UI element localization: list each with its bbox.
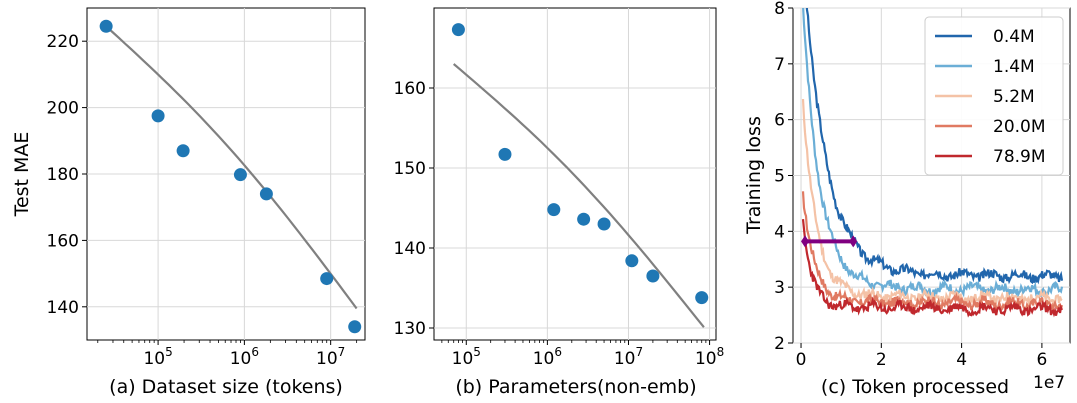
panel-c-x-offset-label: 1e7 xyxy=(1033,373,1065,393)
series-line-3 xyxy=(801,191,1064,313)
marker-diamond xyxy=(801,235,810,248)
marker-diamond xyxy=(849,235,858,248)
x-tick-label: 0 xyxy=(796,350,807,370)
series-line-0 xyxy=(805,8,1064,285)
data-point xyxy=(625,254,639,268)
data-point xyxy=(597,217,611,231)
panel-c-y-axis-label: Training loss xyxy=(743,116,765,235)
series-line-4 xyxy=(801,218,1064,318)
panel-c-x-axis-label: (c) Token processed xyxy=(821,376,1009,398)
y-tick-label: 180 xyxy=(47,165,79,185)
y-tick-label: 140 xyxy=(47,298,79,318)
data-point xyxy=(320,272,334,286)
panel-b-fit-line xyxy=(452,63,705,328)
data-point xyxy=(695,291,709,305)
x-tick-label: 107 xyxy=(316,345,345,369)
legend-label: 20.0M xyxy=(993,117,1046,137)
x-tick-label: 2 xyxy=(876,350,887,370)
x-tick-label: 105 xyxy=(143,345,172,369)
y-tick-label: 220 xyxy=(47,32,79,52)
legend-box xyxy=(924,16,1064,176)
y-tick-label: 6 xyxy=(774,111,785,131)
fit-line xyxy=(452,63,705,328)
y-tick-label: 130 xyxy=(394,319,426,339)
x-tick-label: 107 xyxy=(614,345,643,369)
panel-a-points xyxy=(99,19,362,334)
series-line-2 xyxy=(801,98,1063,309)
panel-c-legend: 0.4M 1.4M 5.2M 20.0M 78.9M xyxy=(924,16,1064,176)
data-point xyxy=(233,168,247,182)
y-tick-label: 160 xyxy=(47,231,79,251)
x-tick-label: 106 xyxy=(230,345,259,369)
data-point xyxy=(259,187,273,201)
legend-label: 1.4M xyxy=(993,57,1035,77)
legend-label: 5.2M xyxy=(993,87,1035,107)
panel-b-ticks: 130 140 150 160 105 106 107 108 xyxy=(394,79,725,369)
y-tick-label: 3 xyxy=(774,278,785,298)
panel-b-plot-frame xyxy=(433,7,717,341)
x-tick-label: 108 xyxy=(695,345,724,369)
panel-b-points xyxy=(451,23,709,305)
x-tick-label: 106 xyxy=(533,345,562,369)
y-tick-label: 140 xyxy=(394,239,426,259)
panel-a-chart: 140 160 180 200 220 105 106 107 (a) Dataset siz… xyxy=(11,7,366,398)
panel-b-x-axis-label: (b) Parameters(non-emb) xyxy=(455,376,696,398)
x-tick-label: 6 xyxy=(1036,350,1047,370)
data-point xyxy=(99,19,113,33)
data-point xyxy=(451,23,465,37)
data-point xyxy=(498,147,512,161)
data-point xyxy=(151,109,165,123)
data-point xyxy=(348,320,362,334)
legend-label: 78.9M xyxy=(993,147,1046,167)
panel-c-series-lines xyxy=(801,8,1064,318)
panel-a-x-axis-label: (a) Dataset size (tokens) xyxy=(109,376,343,398)
y-tick-label: 7 xyxy=(774,55,785,75)
panel-a-y-axis-label: Test MAE xyxy=(11,132,33,218)
data-point xyxy=(176,144,190,158)
data-point xyxy=(547,203,561,217)
y-tick-label: 8 xyxy=(774,0,785,19)
data-point xyxy=(577,212,591,226)
panel-a-grid xyxy=(87,8,365,340)
y-tick-label: 5 xyxy=(774,167,785,187)
fit-line xyxy=(105,25,358,310)
y-tick-label: 2 xyxy=(774,334,785,354)
legend-label: 0.4M xyxy=(993,27,1035,47)
data-point xyxy=(646,269,660,283)
panel-a-fit-line xyxy=(105,25,358,310)
y-tick-label: 200 xyxy=(47,99,79,119)
y-tick-label: 160 xyxy=(394,79,426,99)
x-tick-label: 4 xyxy=(956,350,967,370)
y-tick-label: 150 xyxy=(394,159,426,179)
panel-b-chart: 130 140 150 160 105 106 107 108 (b) Parameters(… xyxy=(394,7,725,398)
y-tick-label: 4 xyxy=(774,222,785,242)
panel-a-ticks: 140 160 180 200 220 105 106 107 xyxy=(47,32,358,369)
x-tick-label: 105 xyxy=(452,345,481,369)
panel-c-marker-bar xyxy=(801,235,858,248)
